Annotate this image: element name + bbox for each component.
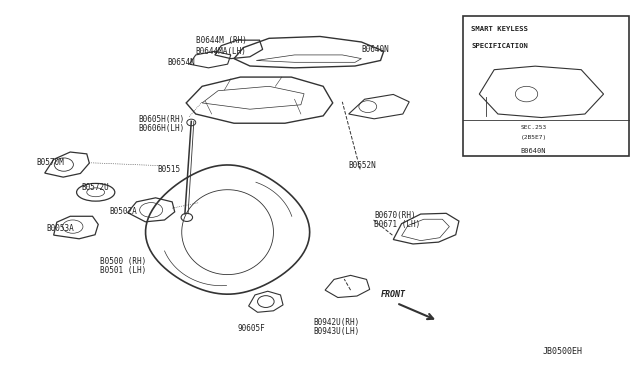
Text: B0502A: B0502A (109, 207, 138, 217)
Text: (2B5E7): (2B5E7) (521, 135, 547, 140)
Bar (463, 16, 629, 157)
Text: SMART KEYLESS: SMART KEYLESS (471, 26, 528, 32)
Text: SPECIFICATION: SPECIFICATION (471, 43, 528, 49)
Text: 90605F: 90605F (237, 324, 265, 333)
Text: B0644M (RH): B0644M (RH) (196, 36, 246, 45)
Text: B0652N: B0652N (349, 161, 376, 170)
Text: B0654N: B0654N (167, 58, 195, 67)
Text: B0606H(LH): B0606H(LH) (138, 124, 185, 133)
Text: B0605H(RH): B0605H(RH) (138, 115, 185, 124)
Text: B0053A: B0053A (46, 224, 74, 233)
Text: B0644MA(LH): B0644MA(LH) (196, 47, 246, 56)
Text: B0640N: B0640N (521, 148, 546, 154)
Text: B0572U: B0572U (81, 183, 109, 192)
Text: B0943U(LH): B0943U(LH) (314, 327, 360, 336)
Text: B0942U(RH): B0942U(RH) (314, 318, 360, 327)
Text: JB0500EH: JB0500EH (542, 347, 582, 356)
Text: B0670(RH): B0670(RH) (374, 211, 416, 220)
Text: B0570M: B0570M (36, 157, 64, 167)
Text: B0515: B0515 (157, 165, 180, 174)
Text: B0501 (LH): B0501 (LH) (100, 266, 147, 275)
Text: SEC.253: SEC.253 (521, 125, 547, 130)
Text: B0640N: B0640N (362, 45, 389, 54)
Text: FRONT: FRONT (381, 291, 406, 299)
Text: B0671 (LH): B0671 (LH) (374, 220, 420, 229)
Text: B0500 (RH): B0500 (RH) (100, 257, 147, 266)
